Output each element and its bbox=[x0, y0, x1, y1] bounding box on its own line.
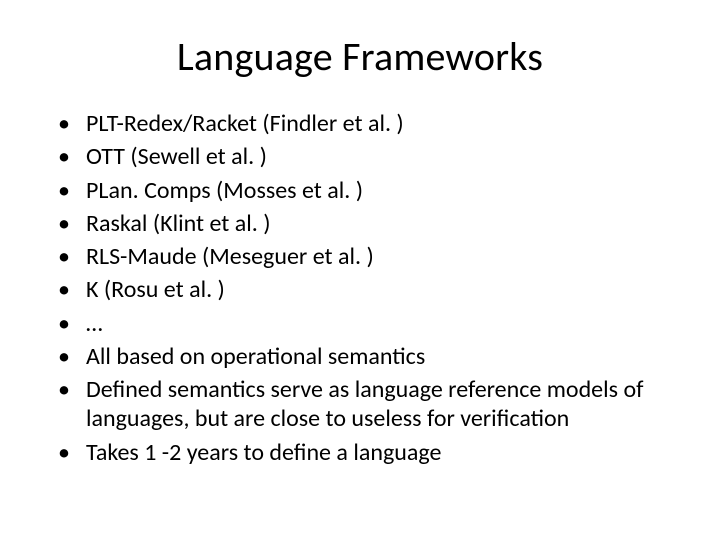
list-item: K (Rosu et al. ) bbox=[58, 275, 672, 304]
list-item: Takes 1 -2 years to define a language bbox=[58, 438, 672, 467]
bullet-list: PLT-Redex/Racket (Findler et al. ) OTT (… bbox=[40, 109, 680, 467]
list-item: OTT (Sewell et al. ) bbox=[58, 142, 672, 171]
list-item: All based on operational semantics bbox=[58, 342, 672, 371]
list-item: … bbox=[58, 309, 672, 338]
list-item: PLan. Comps (Mosses et al. ) bbox=[58, 176, 672, 205]
list-item: Defined semantics serve as language refe… bbox=[58, 375, 672, 434]
slide: Language Frameworks PLT-Redex/Racket (Fi… bbox=[0, 0, 720, 540]
slide-title: Language Frameworks bbox=[40, 32, 680, 81]
list-item: RLS-Maude (Meseguer et al. ) bbox=[58, 242, 672, 271]
list-item: Raskal (Klint et al. ) bbox=[58, 209, 672, 238]
list-item: PLT-Redex/Racket (Findler et al. ) bbox=[58, 109, 672, 138]
